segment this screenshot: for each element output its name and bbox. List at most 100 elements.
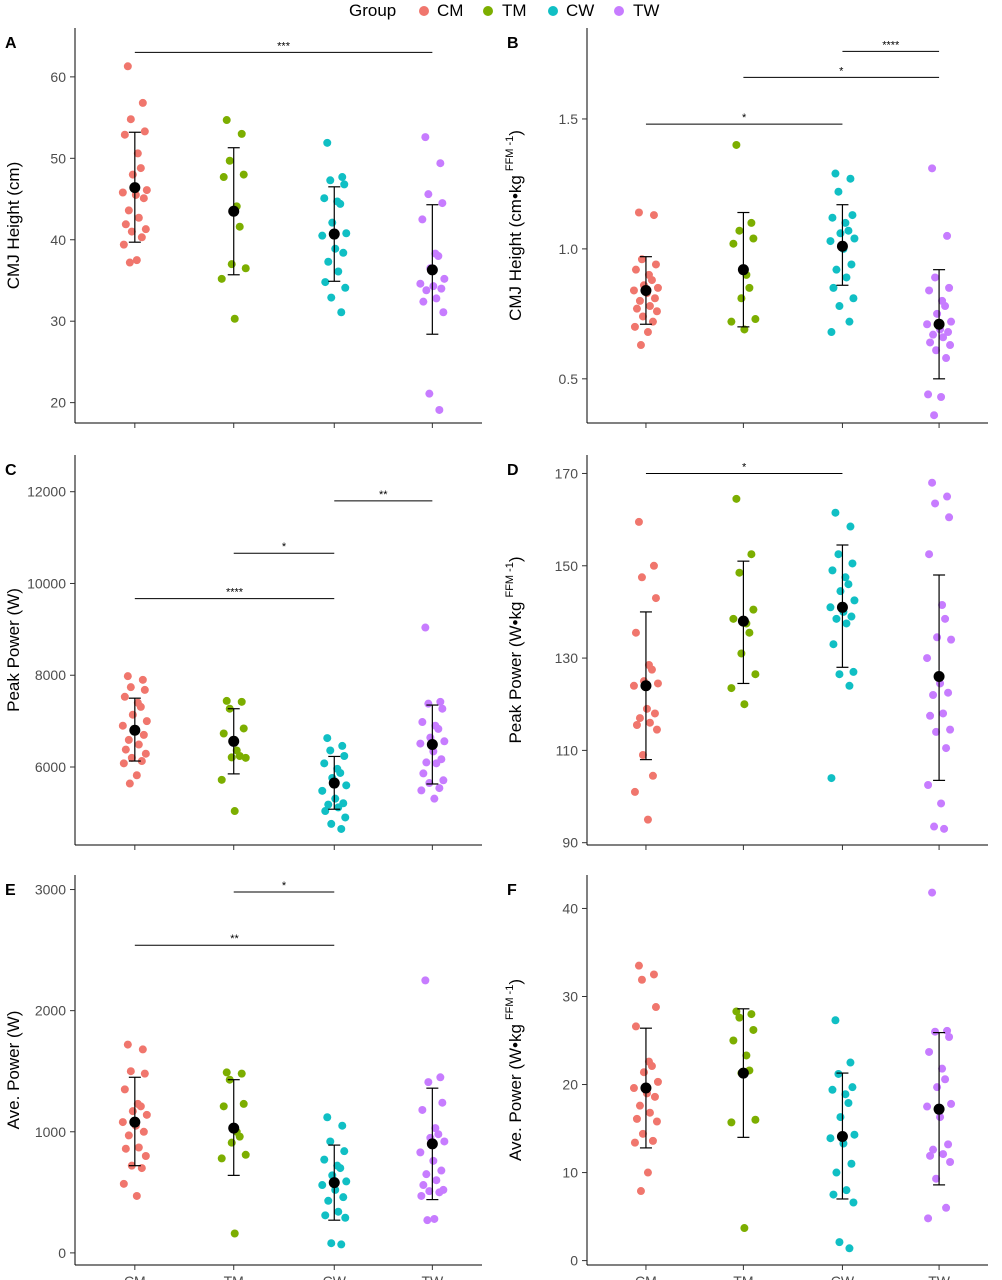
panel-f-point-cw <box>841 1090 850 1099</box>
panel-c-point-cm <box>127 753 136 762</box>
panel-a-point-cw <box>342 229 351 238</box>
panel-a-point-tw <box>419 297 428 306</box>
panel-f-ytick-label: 40 <box>562 900 578 916</box>
panel-d-point-cw <box>832 614 841 623</box>
panel-f-point-tm <box>727 1118 736 1127</box>
panel-d-point-cm <box>643 815 652 824</box>
panel-a-point-tm <box>219 173 228 182</box>
panel-c-point-cm <box>123 672 132 681</box>
panel-f-point-cm <box>639 1068 648 1077</box>
panel-d-point-cm <box>631 628 640 637</box>
panel-b-point-tw <box>923 320 932 329</box>
panel-d-ytick-label: 110 <box>556 742 579 758</box>
panel-a-label: A <box>5 35 17 52</box>
panel-c-point-cm <box>132 771 141 780</box>
panel-c-point-cw <box>323 734 332 743</box>
panel-c-ytick-label: 6000 <box>35 759 66 775</box>
panel-c-point-tw <box>436 697 445 706</box>
panel-b-point-cm <box>647 276 656 285</box>
panel-b-point-cw <box>842 273 851 282</box>
panel-a-point-tm <box>222 116 231 125</box>
panel-b-point-tw <box>941 302 950 311</box>
panel-d-point-tw <box>930 822 939 831</box>
panel-f-point-cw <box>847 1159 856 1168</box>
panel-d-point-cw <box>850 596 859 605</box>
panel-f-xtick-label: CW <box>831 1273 855 1280</box>
panel-b-point-cw <box>829 283 838 292</box>
panel-e-point-tw <box>425 1187 434 1196</box>
panel-e-point-tw <box>421 976 430 985</box>
panel-e-point-tw <box>417 1191 426 1200</box>
panel-b-mean-cm <box>640 284 652 296</box>
legend-label-tm: TM <box>502 1 527 20</box>
panel-e-point-cm <box>120 1085 129 1094</box>
panel-c-point-tw <box>418 718 427 727</box>
panel-d-point-tm <box>729 614 738 623</box>
panel-d-point-tw <box>929 691 938 699</box>
panel-a-point-tw <box>424 190 433 199</box>
panel-e-label: E <box>5 882 16 899</box>
panel-a-mean-cw <box>328 228 340 240</box>
panel-b-point-cw <box>845 317 854 326</box>
panel-e-point-tw <box>424 1078 433 1087</box>
panel-f-point-tw <box>923 1102 932 1111</box>
panel-e-ytick-label: 2000 <box>35 1003 66 1019</box>
legend-label-cw: CW <box>566 1 595 20</box>
panel-f-point-tw <box>942 1203 951 1212</box>
panel-c-point-cm <box>125 779 134 788</box>
panel-e-xtick-label: TW <box>421 1273 444 1280</box>
panel-d-point-cm <box>632 721 641 729</box>
panel-d-ytick-label: 130 <box>555 650 579 666</box>
panel-d-point-cm <box>645 718 654 727</box>
panel-f-point-cm <box>637 975 646 984</box>
panel-f-point-cm <box>651 1003 660 1012</box>
panel-e-point-tw <box>436 1073 445 1082</box>
panel-d-point-tw <box>933 633 942 642</box>
panel-c-point-tw <box>432 759 441 768</box>
panel-a-point-cw <box>327 293 336 302</box>
panel-a-point-tw <box>434 252 443 261</box>
panel-e-point-cm <box>139 1127 148 1136</box>
panel-a-point-cw <box>328 218 337 227</box>
panel-f-point-tw <box>926 1151 935 1160</box>
panel-a-point-tm <box>230 314 239 323</box>
panel-f-point-cm <box>634 961 643 970</box>
panel-b-point-cw <box>827 328 836 337</box>
panel-f-point-tw <box>931 1027 940 1036</box>
panel-d-point-cm <box>642 704 651 713</box>
panel-e-point-cm <box>142 1110 151 1119</box>
panel-e-point-tw <box>418 1105 427 1114</box>
panel-b-point-cw <box>846 174 855 183</box>
panel-c-point-tw <box>421 623 430 632</box>
panel-b-point-cm <box>634 208 643 217</box>
panel-b-point-cm <box>652 307 661 316</box>
panel-e-point-tm <box>219 1102 228 1111</box>
panel-a-point-tm <box>217 274 226 283</box>
panel-f-point-cw <box>828 1085 837 1094</box>
panel-c-mean-tm <box>228 735 240 747</box>
panel-e-point-tw <box>438 1098 447 1107</box>
panel-a-point-cm <box>127 227 136 236</box>
panel-d-point-tm <box>727 684 736 693</box>
panel-e-point-tw <box>440 1137 449 1146</box>
panel-c-point-tw <box>424 699 433 708</box>
panel-e-mean-tw <box>426 1138 438 1150</box>
panel-b-point-tw <box>930 411 939 420</box>
panel-c-mean-cw <box>328 777 340 789</box>
panel-f-point-cm <box>635 1101 644 1110</box>
panel-d-point-cw <box>844 580 853 589</box>
panel-c-point-tw <box>438 704 447 713</box>
panel-b-point-tm <box>737 294 746 303</box>
panel-d-point-tw <box>924 781 933 789</box>
panel-b-point-tw <box>933 309 942 318</box>
panel-c-point-tw <box>430 794 439 803</box>
panel-d-point-cm <box>650 709 659 718</box>
panel-d-point-cm <box>653 679 662 688</box>
panel-c-point-cw <box>338 741 347 750</box>
panel-f-xtick-label: CM <box>635 1273 657 1280</box>
panel-a-point-tm <box>235 222 244 231</box>
panel-e-significance-label: ** <box>230 933 239 945</box>
panel-b-point-cm <box>638 312 647 321</box>
panel-d-point-cm <box>629 681 638 690</box>
